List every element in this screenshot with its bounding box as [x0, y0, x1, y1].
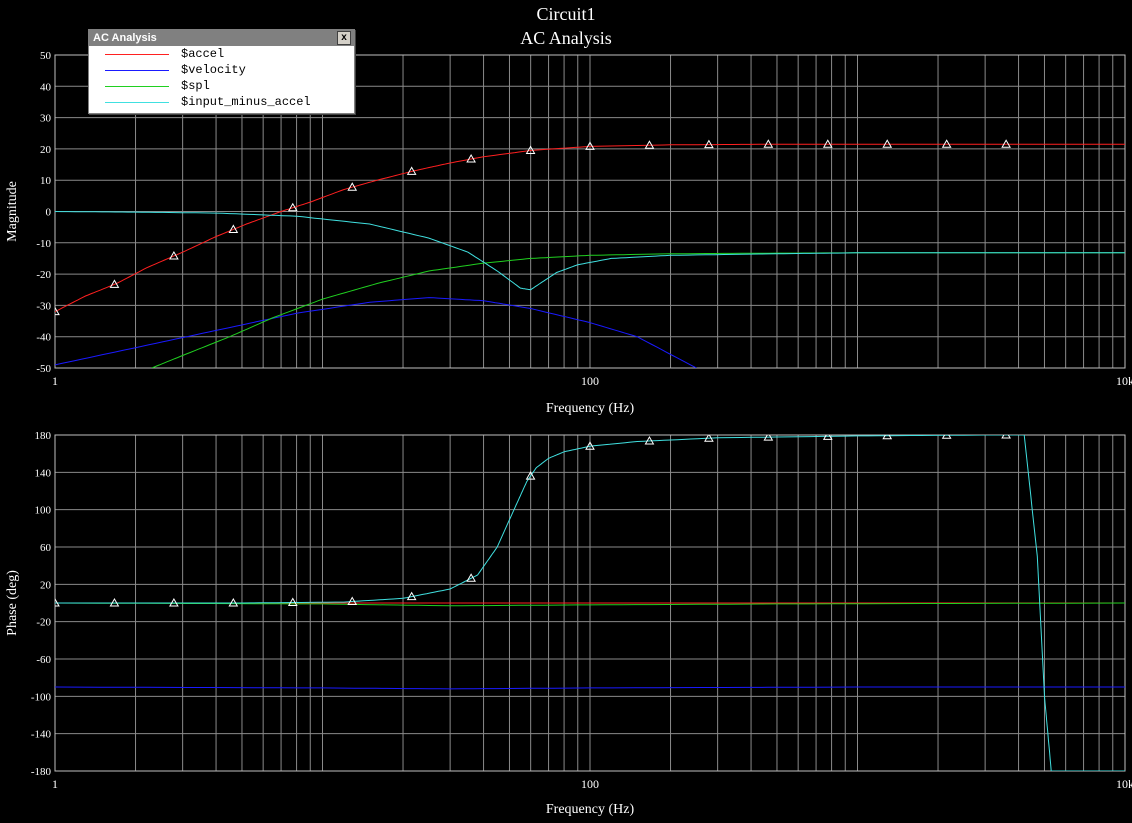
x-tick-label: 100	[581, 374, 599, 388]
series-marker	[644, 435, 655, 445]
series-marker	[169, 597, 179, 607]
y-tick-label: -10	[36, 238, 51, 250]
series-marker	[406, 591, 417, 601]
series-marker	[109, 597, 120, 607]
legend-item: $spl	[89, 78, 354, 94]
series-marker	[763, 139, 774, 148]
y-axis-label: Phase (deg)	[5, 570, 20, 636]
series-marker	[882, 435, 893, 440]
legend-title: AC Analysis	[93, 32, 157, 44]
series-marker	[169, 250, 179, 260]
x-tick-label: 1	[52, 777, 58, 791]
series-marker	[882, 139, 893, 148]
series-marker	[109, 279, 120, 288]
y-tick-label: 50	[40, 50, 52, 62]
close-icon[interactable]: x	[337, 31, 351, 45]
series-marker	[287, 202, 298, 212]
series-marker	[1001, 435, 1011, 439]
legend-label: $spl	[181, 79, 210, 93]
series-marker	[466, 573, 476, 582]
series-marker	[704, 139, 714, 149]
series-line	[55, 143, 1125, 313]
series-marker	[55, 597, 60, 607]
legend-swatch	[105, 70, 169, 71]
x-tick-label: 10k	[1116, 777, 1132, 791]
chart-subtitle: AC Analysis	[520, 28, 612, 48]
series-marker	[644, 140, 655, 149]
y-tick-label: -140	[31, 729, 52, 741]
y-tick-label: -30	[36, 300, 51, 312]
series-line	[55, 602, 1125, 607]
y-tick-label: -180	[31, 766, 52, 778]
series-marker	[525, 145, 536, 154]
x-tick-label: 1	[52, 374, 58, 388]
series-marker	[525, 471, 536, 480]
y-tick-label: -20	[36, 617, 51, 629]
legend-item: $accel	[89, 46, 354, 62]
y-tick-label: 20	[40, 579, 52, 591]
y-tick-label: 40	[40, 81, 52, 93]
series-marker	[406, 166, 417, 175]
series-marker	[763, 435, 774, 441]
chart-title: Circuit1	[537, 4, 596, 24]
x-tick-label: 100	[581, 777, 599, 791]
y-tick-label: -20	[36, 269, 51, 281]
legend-label: $velocity	[181, 63, 246, 77]
legend-label: $accel	[181, 47, 225, 61]
y-tick-label: 100	[35, 505, 52, 517]
series-line	[55, 686, 1125, 690]
legend-window[interactable]: AC Analysis x $accel $velocity $spl $inp…	[88, 29, 355, 114]
y-tick-label: -50	[36, 363, 51, 375]
y-tick-label: 180	[35, 430, 52, 442]
legend-swatch	[105, 54, 169, 55]
series-marker	[466, 154, 476, 163]
y-axis-label: Magnitude	[5, 181, 20, 242]
series-marker	[941, 435, 952, 439]
series-marker	[347, 596, 358, 606]
series-marker	[55, 306, 60, 316]
series-line	[55, 435, 1125, 771]
series-group	[55, 435, 1125, 771]
x-tick-label: 10k	[1116, 374, 1132, 388]
legend-item: $input_minus_accel	[89, 94, 354, 110]
legend-swatch	[105, 102, 169, 103]
series-marker	[228, 597, 239, 607]
legend-item: $velocity	[89, 62, 354, 78]
legend-titlebar[interactable]: AC Analysis x	[89, 30, 354, 46]
series-marker	[1001, 139, 1011, 148]
series-marker	[585, 141, 595, 150]
y-tick-label: -60	[36, 654, 51, 666]
x-axis-label: Frequency (Hz)	[546, 802, 635, 817]
legend-label: $input_minus_accel	[181, 95, 311, 109]
series-line	[55, 297, 697, 368]
series-line	[55, 211, 1125, 291]
series-marker	[347, 182, 358, 191]
y-tick-label: 60	[40, 542, 52, 554]
y-tick-label: 140	[35, 467, 52, 479]
x-axis-label: Frequency (Hz)	[546, 401, 635, 416]
y-tick-label: -100	[31, 691, 52, 703]
series-marker	[704, 435, 714, 442]
series-marker	[287, 597, 298, 607]
series-marker	[585, 441, 595, 450]
series-marker	[822, 435, 833, 440]
series-marker	[941, 139, 952, 148]
y-tick-label: 20	[40, 144, 52, 156]
y-tick-label: 10	[40, 175, 52, 187]
y-tick-label: -40	[36, 332, 51, 344]
series-line	[151, 252, 1125, 368]
legend-swatch	[105, 86, 169, 87]
series-marker	[822, 139, 833, 148]
y-tick-label: 0	[46, 207, 52, 219]
y-tick-label: 30	[40, 113, 52, 125]
series-marker	[228, 224, 239, 233]
series-group	[55, 139, 1125, 368]
